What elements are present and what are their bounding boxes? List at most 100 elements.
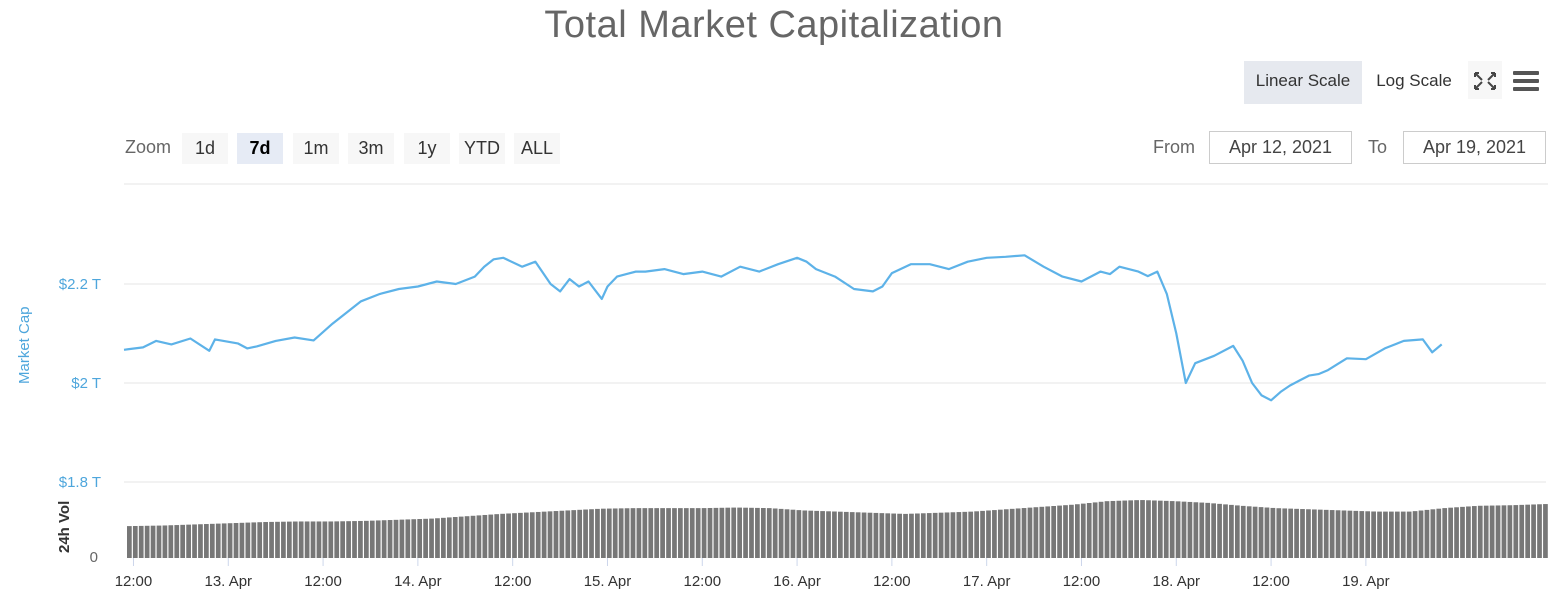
volume-bar xyxy=(1009,508,1015,558)
from-label: From xyxy=(1153,137,1195,157)
volume-bar xyxy=(595,508,600,558)
zoom-1m-button[interactable]: 1m xyxy=(293,133,339,164)
volume-bar xyxy=(1098,501,1104,558)
volume-bar xyxy=(209,523,215,558)
volume-bar xyxy=(1240,505,1246,558)
chart-menu-button[interactable] xyxy=(1508,61,1542,99)
volume-bar xyxy=(1424,509,1430,558)
to-date-input[interactable]: Apr 19, 2021 xyxy=(1403,131,1546,164)
volume-bar xyxy=(435,518,440,558)
volume-bar xyxy=(1116,500,1122,558)
volume-bar xyxy=(838,511,843,558)
volume-bar xyxy=(138,525,144,558)
volume-bar xyxy=(1080,503,1086,558)
volume-bar xyxy=(1525,504,1531,558)
volume-bar xyxy=(298,521,304,558)
volume-bar xyxy=(565,510,571,558)
volume-bar xyxy=(1513,505,1519,558)
volume-bar xyxy=(263,522,268,558)
zoom-1d-button[interactable]: 1d xyxy=(182,133,228,164)
x-tick-label: 12:00 xyxy=(304,573,342,590)
volume-bar xyxy=(1460,506,1465,558)
volume-bar xyxy=(1015,508,1021,558)
volume-bar xyxy=(968,511,974,558)
volume-bar xyxy=(1371,511,1376,558)
volume-bar xyxy=(1288,508,1294,558)
volume-bar xyxy=(601,508,606,558)
volume-bar xyxy=(660,508,665,558)
volume-bar xyxy=(612,508,618,558)
volume-bar xyxy=(1252,506,1258,558)
volume-bar xyxy=(1175,501,1181,558)
volume-bar xyxy=(636,508,642,558)
volume-bar xyxy=(1122,500,1128,558)
volume-bar xyxy=(589,509,594,558)
volume-bar xyxy=(221,523,227,558)
volume-bar xyxy=(1365,511,1371,558)
volume-bar xyxy=(719,507,725,558)
volume-bar xyxy=(885,513,891,558)
volume-bar xyxy=(482,514,488,558)
volume-bar xyxy=(974,511,979,558)
volume-bar xyxy=(275,521,280,558)
volume-bar xyxy=(1347,510,1353,558)
volume-bar xyxy=(369,520,375,558)
volume-bar xyxy=(458,516,464,558)
volume-bar xyxy=(316,521,322,558)
volume-bar xyxy=(559,510,565,558)
zoom-7d-button[interactable]: 7d xyxy=(237,133,283,164)
y-tick-label: $2 T xyxy=(71,375,101,392)
volume-bar xyxy=(956,512,962,558)
volume-bar xyxy=(1394,511,1400,558)
volume-bar xyxy=(861,512,867,558)
volume-bar xyxy=(328,521,334,558)
zoom-label: Zoom xyxy=(125,137,172,157)
volume-bar xyxy=(1169,501,1175,558)
volume-bar xyxy=(399,519,405,558)
volume-bar xyxy=(678,508,683,558)
volume-bar xyxy=(1075,504,1080,558)
volume-bar xyxy=(1069,504,1074,558)
volume-bar xyxy=(1211,503,1216,558)
volume-bar xyxy=(429,518,434,558)
fullscreen-button[interactable] xyxy=(1468,61,1502,99)
volume-bar xyxy=(553,511,559,558)
volume-bar xyxy=(701,508,707,558)
from-date-input[interactable]: Apr 12, 2021 xyxy=(1209,131,1352,164)
volume-bar xyxy=(1294,508,1299,558)
volume-bar xyxy=(796,510,802,558)
volume-bar xyxy=(322,521,328,558)
volume-bar xyxy=(1377,511,1382,558)
volume-bar xyxy=(132,526,138,558)
volume-bar xyxy=(577,509,583,558)
volume-bar xyxy=(464,516,470,558)
volume-bar xyxy=(784,509,790,558)
volume-bar xyxy=(571,510,577,558)
volume-bar xyxy=(1300,509,1305,558)
volume-bar xyxy=(1270,507,1276,558)
volume-bar xyxy=(1193,502,1199,558)
volume-bar xyxy=(1104,501,1110,558)
volume-bar xyxy=(239,522,245,558)
volume-bar xyxy=(654,508,660,558)
volume-bar xyxy=(529,512,535,558)
volume-bar xyxy=(1187,501,1193,558)
log-scale-button[interactable]: Log Scale xyxy=(1376,71,1452,90)
volume-bar xyxy=(215,523,221,558)
linear-scale-button[interactable]: Linear Scale xyxy=(1244,61,1362,104)
zoom-1y-button[interactable]: 1y xyxy=(404,133,450,164)
zoom-all-button[interactable]: ALL xyxy=(514,133,560,164)
zoom-ytd-button[interactable]: YTD xyxy=(459,133,505,164)
volume-bar xyxy=(1282,508,1288,558)
volume-bar xyxy=(843,511,849,558)
volume-bar xyxy=(926,513,932,558)
volume-bar xyxy=(1086,503,1092,558)
volume-bar xyxy=(920,513,926,558)
volume-bar xyxy=(1531,504,1536,558)
zoom-3m-button[interactable]: 3m xyxy=(348,133,394,164)
volume-bar xyxy=(162,525,168,558)
volume-bar xyxy=(666,508,671,558)
volume-bar xyxy=(1051,506,1057,558)
volume-bar xyxy=(174,525,180,558)
